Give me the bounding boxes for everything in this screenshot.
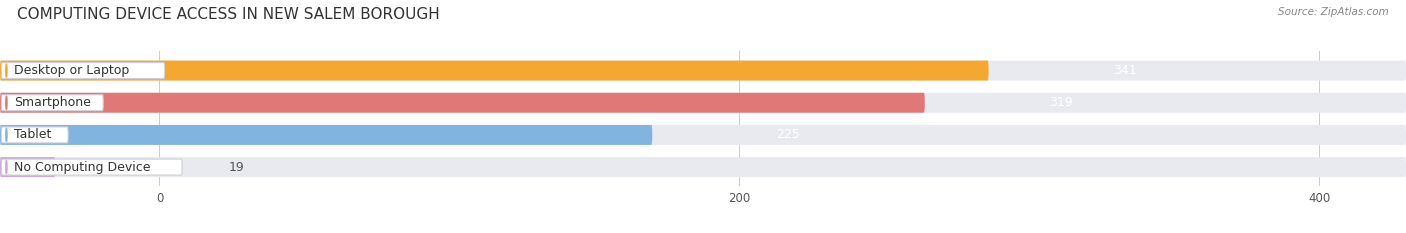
FancyBboxPatch shape: [0, 157, 55, 177]
FancyBboxPatch shape: [1, 127, 67, 143]
FancyBboxPatch shape: [0, 125, 652, 145]
Text: No Computing Device: No Computing Device: [14, 161, 150, 174]
FancyBboxPatch shape: [0, 157, 1406, 177]
FancyBboxPatch shape: [0, 61, 1406, 81]
FancyBboxPatch shape: [0, 93, 925, 113]
Text: Smartphone: Smartphone: [14, 96, 91, 109]
FancyBboxPatch shape: [0, 61, 988, 81]
Text: Source: ZipAtlas.com: Source: ZipAtlas.com: [1278, 7, 1389, 17]
FancyBboxPatch shape: [1, 159, 183, 175]
Text: COMPUTING DEVICE ACCESS IN NEW SALEM BOROUGH: COMPUTING DEVICE ACCESS IN NEW SALEM BOR…: [17, 7, 440, 22]
FancyBboxPatch shape: [0, 93, 1406, 113]
Text: Desktop or Laptop: Desktop or Laptop: [14, 64, 129, 77]
FancyBboxPatch shape: [1, 95, 103, 111]
Text: 341: 341: [1112, 64, 1136, 77]
FancyBboxPatch shape: [0, 125, 1406, 145]
Text: Tablet: Tablet: [14, 128, 52, 141]
Text: 19: 19: [229, 161, 245, 174]
Text: 225: 225: [776, 128, 800, 141]
FancyBboxPatch shape: [1, 63, 165, 79]
Text: 319: 319: [1049, 96, 1073, 109]
